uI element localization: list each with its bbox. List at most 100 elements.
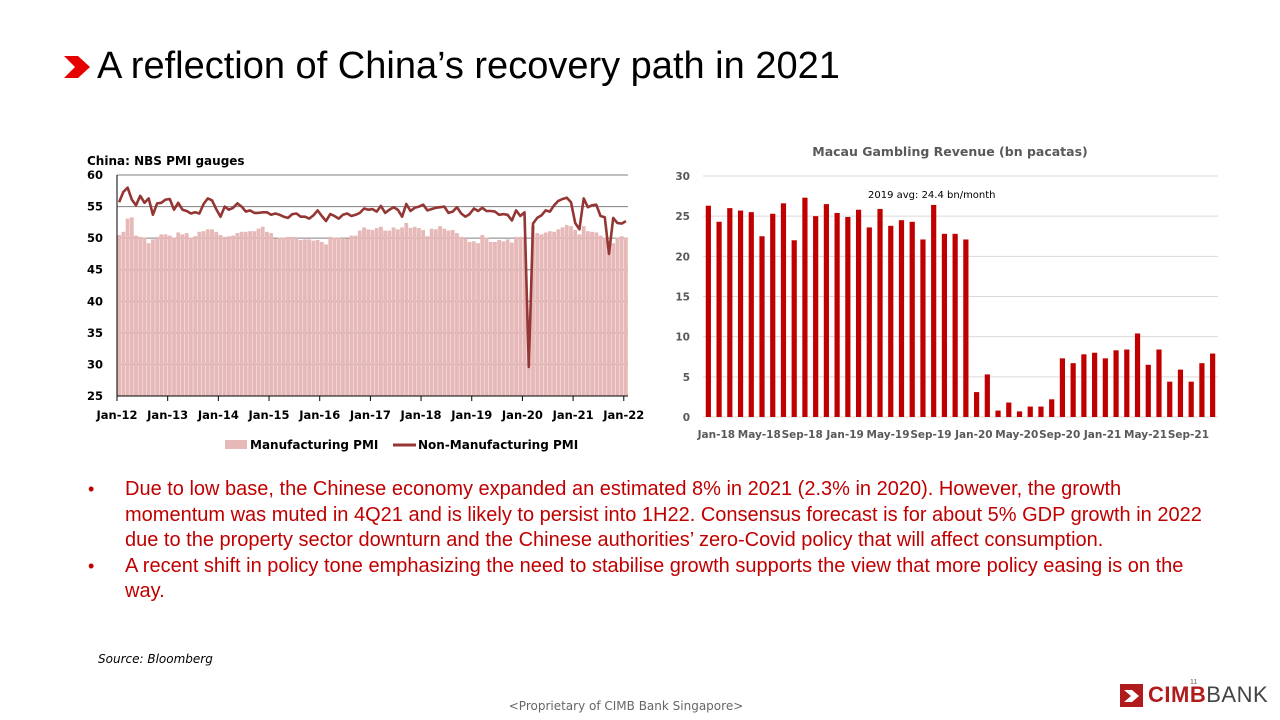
macau-bar — [737, 210, 744, 417]
pmi-x-tick-label: Jan-15 — [248, 408, 290, 422]
pmi-bar — [167, 235, 172, 396]
chevron-right-icon — [64, 56, 90, 78]
macau-bar — [1124, 349, 1130, 417]
macau-bar — [802, 197, 808, 417]
macau-x-tick-label: Sep-20 — [1039, 429, 1080, 441]
macau-bar — [759, 236, 765, 417]
pmi-bar — [349, 235, 354, 396]
pmi-bar — [480, 234, 485, 396]
macau-bar — [1177, 369, 1184, 417]
macau-bar — [888, 225, 894, 417]
pmi-bar — [400, 227, 404, 396]
pmi-bar — [155, 236, 160, 396]
macau-grid — [703, 175, 1218, 418]
pmi-x-tick-label: Jan-20 — [501, 408, 543, 422]
pmi-bar — [623, 237, 628, 396]
pmi-y-tick-label: 40 — [87, 294, 103, 308]
macau-bar — [1038, 406, 1044, 417]
pmi-bar — [286, 236, 290, 396]
macau-bar — [834, 212, 840, 417]
pmi-bar — [471, 241, 476, 396]
pmi-bar — [493, 241, 497, 396]
macau-x-tick-label: Sep-18 — [782, 429, 823, 441]
macau-bar — [1113, 350, 1119, 417]
pmi-bar — [307, 239, 312, 396]
pmi-bar — [159, 234, 164, 396]
pmi-bar — [248, 231, 252, 396]
macau-bar — [866, 227, 872, 417]
pmi-bar — [332, 237, 337, 396]
pmi-bar — [607, 240, 611, 396]
pmi-bar — [564, 224, 569, 396]
pmi-bar — [446, 230, 451, 396]
bullet-text: A recent shift in policy tone emphasizin… — [125, 554, 1184, 603]
pmi-bar — [433, 229, 438, 396]
bullet-item: • A recent shift in policy tone emphasiz… — [88, 554, 1208, 605]
pmi-x-tick-label: Jan-14 — [197, 408, 239, 422]
macau-bar — [941, 233, 948, 417]
macau-bar — [770, 213, 776, 417]
pmi-bar — [273, 238, 278, 396]
cimb-logo-text: CIMBBANK — [1148, 683, 1268, 707]
pmi-bar — [184, 233, 189, 396]
macau-bar — [931, 204, 937, 417]
pmi-x-tick-label: Jan-21 — [552, 408, 594, 422]
pmi-bar — [265, 231, 269, 396]
pmi-bar — [594, 232, 599, 396]
macau-chart: Macau Gambling Revenue (bn pacatas) 30 25… — [675, 144, 1218, 441]
source-note: Source: Bloomberg — [98, 652, 213, 666]
pmi-bar — [569, 226, 573, 396]
pmi-bar — [598, 235, 603, 396]
macau-bar — [877, 208, 883, 417]
pmi-bar — [227, 236, 231, 396]
pmi-bar — [514, 236, 518, 396]
macau-bar — [823, 204, 829, 417]
pmi-bar — [488, 241, 493, 396]
macau-bar — [791, 240, 797, 417]
macau-y-tick-label: 30 — [675, 171, 690, 183]
pmi-bar — [214, 231, 219, 396]
pmi-bars — [117, 217, 628, 396]
pmi-bar — [201, 231, 206, 396]
macau-bar — [716, 221, 722, 417]
pmi-legend: Manufacturing PMI Non-Manufacturing PMI — [225, 438, 578, 452]
pmi-bar — [311, 240, 316, 396]
macau-bar — [1059, 358, 1066, 417]
macau-bar — [1188, 381, 1194, 417]
pmi-bar — [518, 236, 523, 396]
bullet-item: • Due to low base, the Chinese economy e… — [88, 477, 1208, 554]
pmi-bar — [577, 234, 582, 396]
pmi-bar — [383, 230, 388, 396]
macau-bar — [1145, 364, 1151, 417]
macau-bar — [1210, 353, 1216, 417]
pmi-bar — [459, 236, 464, 396]
pmi-bar — [357, 230, 362, 396]
pmi-bar — [421, 229, 426, 396]
pmi-bar — [370, 229, 375, 396]
pmi-bar — [315, 240, 320, 396]
macau-bar — [920, 239, 926, 417]
macau-bar — [748, 212, 754, 417]
macau-bar — [727, 208, 733, 417]
charts-canvas: China: NBS PMI gauges 6055504540353025Ja… — [87, 144, 1218, 452]
pmi-chart-title: China: NBS PMI gauges — [87, 154, 245, 168]
pmi-bar — [129, 217, 134, 396]
cimb-logo-icon — [1120, 683, 1143, 707]
pmi-x-tick-label: Jan-18 — [400, 408, 442, 422]
pmi-bar — [256, 228, 261, 396]
pmi-bar — [243, 231, 248, 396]
pmi-bar — [463, 238, 468, 396]
macau-bar — [909, 221, 915, 417]
pmi-x-tick-label: Jan-17 — [349, 408, 391, 422]
pmi-bar — [324, 244, 328, 396]
macau-bar — [1199, 363, 1205, 417]
pmi-bar — [412, 226, 417, 396]
pmi-bar — [619, 236, 624, 396]
pmi-bar — [455, 233, 459, 396]
pmi-bar — [362, 227, 366, 396]
pmi-bar — [387, 230, 392, 396]
pmi-x-tick-label: Jan-13 — [146, 408, 188, 422]
macau-bar — [1049, 399, 1055, 417]
macau-x-tick-label: Sep-19 — [910, 429, 951, 441]
macau-annotation: 2019 avg: 24.4 bn/month — [868, 190, 996, 201]
